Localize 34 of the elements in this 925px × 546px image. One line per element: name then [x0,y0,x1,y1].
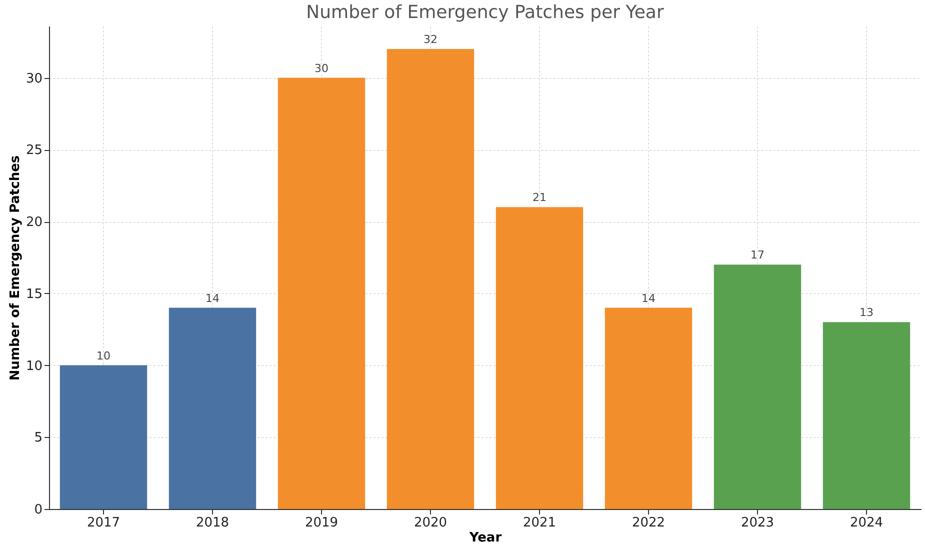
y-tick-label: 15 [26,286,42,302]
data-label: 30 [314,62,328,75]
y-tick-label: 30 [26,71,42,86]
x-tick-label: 2020 [414,516,448,530]
x-tick-label: 2017 [86,516,120,530]
data-label: 14 [206,292,220,305]
bar [386,49,474,509]
bar [604,308,692,509]
data-label: 10 [96,349,110,362]
x-tick-label: 2023 [740,516,774,530]
x-tick-label: 2024 [850,516,884,530]
data-label: 13 [860,306,874,320]
y-tick-label: 25 [26,143,42,158]
x-tick-label: 2022 [632,516,666,530]
y-tick-label: 20 [26,215,42,230]
y-axis-title: Number of Emergency Patches [8,155,23,381]
bar [60,365,148,509]
y-tick-label: 5 [34,430,42,446]
bar [822,322,910,509]
bar [168,308,256,509]
bar [496,207,584,509]
x-tick-label: 2018 [196,516,230,530]
bar [278,78,366,509]
x-tick-label: 2021 [522,516,556,530]
data-label: 17 [750,248,764,262]
data-label: 32 [424,33,438,46]
y-tick-label: 10 [26,358,42,374]
x-axis-title: Year [468,530,502,546]
y-tick-label: 0 [34,502,42,518]
data-label: 21 [532,191,546,204]
bar [714,264,802,509]
chart-title: Number of Emergency Patches per Year [306,2,664,23]
data-label: 14 [642,292,656,305]
x-tick-label: 2019 [304,516,338,530]
